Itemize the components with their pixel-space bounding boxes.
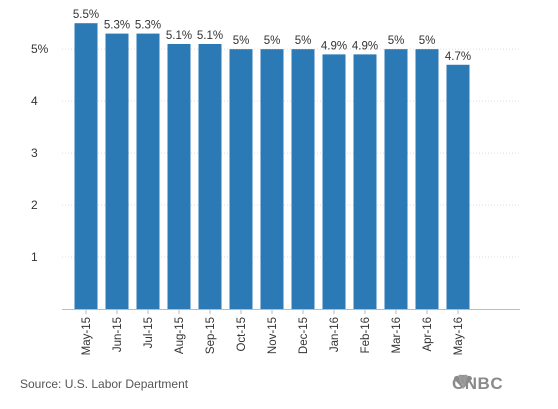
source-note: Source: U.S. Labor Department (20, 377, 189, 391)
bar (167, 43, 191, 309)
gridlines (62, 48, 520, 310)
bar (291, 49, 315, 310)
data-label: 5% (264, 35, 281, 47)
y-tick-label: 4 (31, 94, 38, 108)
data-label: 5.3% (135, 20, 161, 32)
bar (322, 54, 346, 309)
bar (198, 43, 222, 309)
bar (229, 49, 253, 310)
x-tick-label: Sep-15 (205, 317, 217, 354)
x-tick-label: Apr-16 (422, 317, 434, 352)
data-label: 5% (419, 35, 436, 47)
y-tick-label: 3 (31, 146, 38, 160)
bar (260, 49, 284, 310)
peacock-icon (453, 374, 473, 389)
x-tick-label: Oct-15 (236, 317, 248, 352)
data-label: 5% (295, 35, 312, 47)
x-tick-label: Nov-15 (267, 317, 279, 354)
bar (415, 49, 439, 310)
bar (136, 33, 160, 309)
x-tick-label: May-16 (453, 317, 465, 355)
x-tick-label: Mar-16 (391, 317, 403, 353)
bars (74, 23, 470, 310)
x-tick-label: Jan-16 (329, 317, 341, 352)
bar (384, 49, 408, 310)
data-label: 4.9% (352, 40, 378, 52)
x-axis-ticks: May-15 Jun-15 Jul-15 Aug-15 Sep-15 Oct-15 Nov-… (81, 309, 465, 355)
x-tick-label: Jun-15 (112, 317, 124, 352)
data-label: 5% (233, 35, 250, 47)
data-label: 5.1% (197, 30, 223, 42)
bar (353, 54, 377, 309)
y-tick-label: 1 (31, 250, 38, 264)
x-tick-label: May-15 (81, 317, 93, 355)
x-tick-label: Aug-15 (174, 317, 186, 354)
x-tick-label: Dec-15 (298, 317, 310, 354)
data-label: 5.1% (166, 30, 192, 42)
data-labels: 5.5% 5.3% 5.3% 5.1% 5.1% 5% 5% 5% 4.9% 4.9% 5% 5% 4.… (73, 9, 471, 63)
x-tick-label: Feb-16 (360, 317, 372, 353)
y-tick-label: 5% (31, 42, 49, 56)
y-axis-ticks: 1 2 3 4 5% (31, 42, 49, 264)
x-tick-label: Jul-15 (143, 317, 155, 348)
data-label: 5.5% (73, 9, 99, 21)
bar (74, 23, 98, 309)
cnbc-logo: CNBC (452, 374, 503, 394)
data-label: 4.7% (445, 51, 471, 63)
y-tick-label: 2 (31, 198, 38, 212)
bar (105, 33, 129, 309)
data-label: 4.9% (321, 40, 347, 52)
bar (446, 64, 470, 310)
data-label: 5% (388, 35, 405, 47)
data-label: 5.3% (104, 20, 130, 32)
